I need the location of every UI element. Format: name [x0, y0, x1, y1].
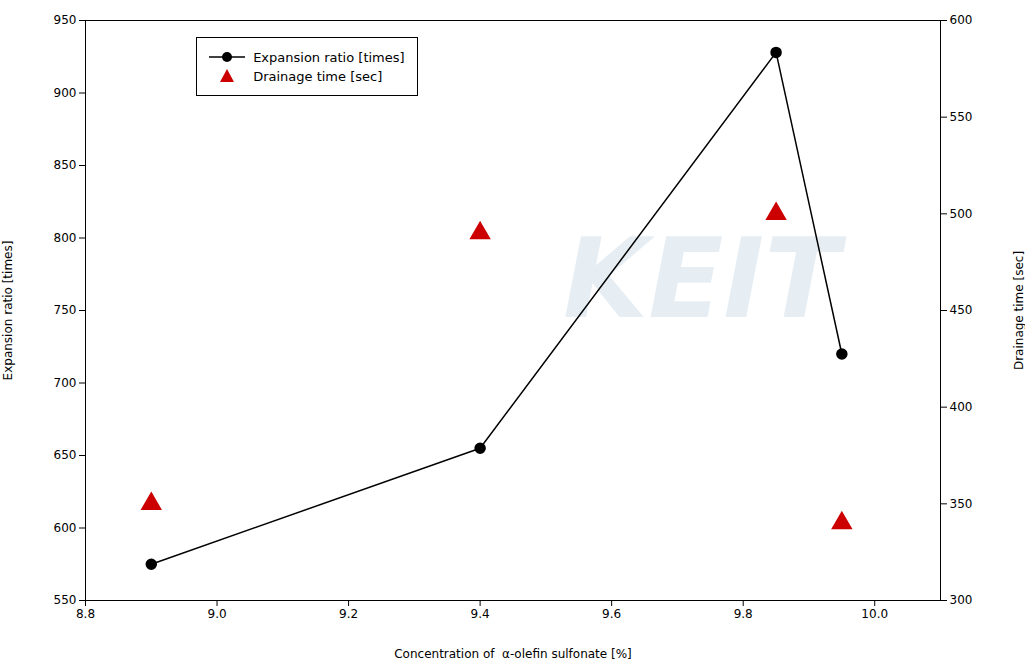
svg-text:9.4: 9.4 — [471, 607, 490, 621]
svg-text:450: 450 — [950, 303, 973, 317]
svg-text:650: 650 — [54, 448, 77, 462]
html-text:Drainage time [sec]: Drainage time [sec] — [253, 68, 383, 84]
svg-text:8.8: 8.8 — [76, 607, 95, 621]
svg-text:750: 750 — [54, 303, 77, 317]
svg-text:950: 950 — [54, 13, 77, 27]
svg-text:600: 600 — [54, 521, 77, 535]
svg-text:300: 300 — [950, 593, 973, 607]
svg-text:KEIT: KEIT — [563, 215, 847, 343]
svg-text:10.0: 10.0 — [861, 607, 888, 621]
svg-text:9.8: 9.8 — [734, 607, 753, 621]
svg-text:800: 800 — [54, 231, 77, 245]
svg-text:600: 600 — [950, 13, 973, 27]
svg-text:500: 500 — [950, 207, 973, 221]
svg-text:550: 550 — [54, 593, 77, 607]
svg-text:850: 850 — [54, 158, 77, 172]
svg-text:Expansion ratio [times]: Expansion ratio [times] — [1, 241, 15, 381]
html-text:Expansion ratio [times]: Expansion ratio [times] — [253, 49, 405, 65]
svg-text:900: 900 — [54, 86, 77, 100]
svg-text:Drainage time [sec]: Drainage time [sec] — [1012, 251, 1025, 370]
svg-text:9.2: 9.2 — [339, 607, 358, 621]
svg-text:700: 700 — [54, 376, 77, 390]
svg-text:Concentration of α-olefin sul: Concentration of α-olefin sulfonate [%] — [394, 647, 632, 661]
svg-text:550: 550 — [950, 110, 973, 124]
svg-text:400: 400 — [950, 400, 973, 414]
svg-text:350: 350 — [950, 497, 973, 511]
svg-text:9.0: 9.0 — [207, 607, 226, 621]
svg-text:9.6: 9.6 — [602, 607, 621, 621]
